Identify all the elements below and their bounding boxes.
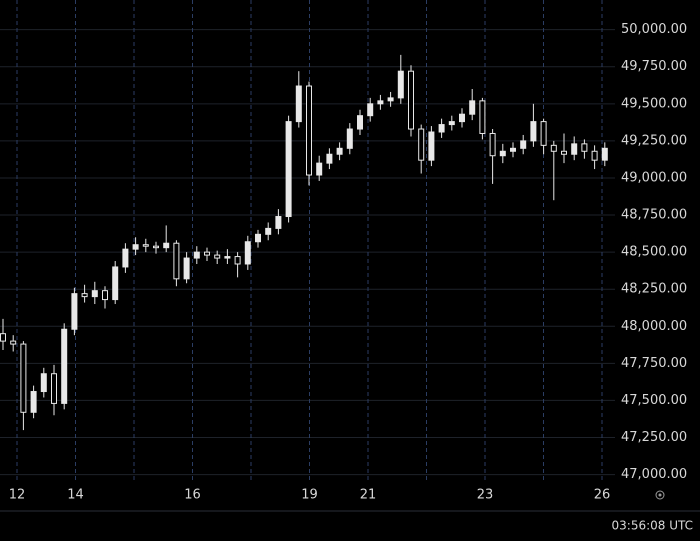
candle-body: [142, 244, 149, 247]
candle-body: [479, 100, 486, 134]
candle-body: [153, 245, 159, 249]
y-tick-label: 47,250.00: [621, 430, 687, 445]
candle-body: [275, 216, 282, 229]
y-tick-label: 49,500.00: [621, 96, 687, 111]
candle-body: [581, 143, 588, 152]
candle-body: [428, 131, 435, 161]
candle-body: [601, 147, 608, 161]
candle-body: [214, 254, 221, 259]
candle-body: [387, 97, 394, 102]
y-tick-label: 50,000.00: [621, 22, 687, 37]
candle-body: [244, 241, 251, 265]
candle-body: [438, 124, 445, 133]
candle-body: [112, 266, 119, 301]
candle-body: [71, 293, 78, 330]
candle-body: [51, 373, 57, 404]
candle-body: [20, 343, 27, 413]
candle-body: [326, 153, 333, 164]
candle-body: [499, 150, 506, 157]
candle-body: [255, 233, 261, 243]
y-tick-label: 48,000.00: [621, 319, 687, 334]
candle-body: [510, 147, 516, 152]
y-tick-label: 49,750.00: [621, 59, 687, 74]
candle-body: [520, 140, 527, 149]
y-tick-label: 49,000.00: [621, 170, 687, 185]
candle-body: [397, 70, 404, 99]
x-tick-label: 21: [360, 488, 377, 503]
candle-body: [357, 115, 363, 130]
y-tick-label: 48,750.00: [621, 208, 687, 223]
candle-body: [418, 128, 425, 161]
settings-icon[interactable]: [655, 490, 665, 500]
x-tick-label: 12: [9, 488, 26, 503]
candle-body: [408, 70, 414, 130]
candle-body: [173, 242, 180, 280]
candle-body: [265, 227, 272, 235]
candle-body: [346, 128, 353, 149]
candle-body: [163, 242, 170, 249]
x-tick-label: 26: [594, 488, 611, 503]
y-tick-label: 47,000.00: [621, 467, 687, 482]
candle-body: [448, 121, 455, 126]
candle-body: [183, 257, 190, 280]
candle-body: [469, 100, 476, 115]
settings-icon-dot: [658, 493, 662, 497]
y-tick-label: 48,250.00: [621, 282, 687, 297]
time-label: 03:56:08 UTC: [612, 519, 694, 533]
candle-body: [530, 121, 537, 142]
candle-body: [132, 244, 139, 250]
candle-body: [561, 150, 567, 155]
x-tick-label: 16: [184, 488, 201, 503]
candle-body: [377, 100, 384, 105]
x-tick-label: 19: [301, 488, 318, 503]
candle-body: [316, 162, 323, 176]
x-tick-label: 23: [477, 488, 494, 503]
candle-body: [40, 373, 47, 393]
x-tick-label: 14: [67, 488, 84, 503]
y-tick-label: 49,250.00: [621, 133, 687, 148]
y-tick-label: 48,500.00: [621, 245, 687, 260]
y-tick-label: 47,500.00: [621, 393, 687, 408]
candle-body: [459, 113, 465, 123]
candle-body: [0, 333, 6, 342]
candle-body: [295, 85, 302, 123]
candle-body: [550, 144, 557, 152]
candle-body: [91, 290, 98, 298]
candle-body: [122, 248, 129, 268]
candle-body: [489, 132, 496, 157]
candle-body: [336, 147, 343, 155]
candle-body: [30, 391, 37, 413]
candle-body: [81, 293, 88, 298]
candle-body: [591, 150, 598, 161]
candle-body: [102, 290, 108, 301]
candle-body: [306, 85, 312, 176]
candle-body: [224, 256, 231, 259]
candle-body: [367, 103, 374, 117]
candle-body: [204, 251, 210, 256]
candle-body: [193, 251, 200, 259]
y-tick-label: 47,750.00: [621, 356, 687, 371]
candle-body: [571, 143, 578, 155]
candle-body: [285, 121, 292, 218]
candle-body: [61, 328, 68, 404]
candle-body: [540, 121, 547, 146]
candle-body: [234, 256, 241, 265]
candle-body: [10, 340, 17, 345]
